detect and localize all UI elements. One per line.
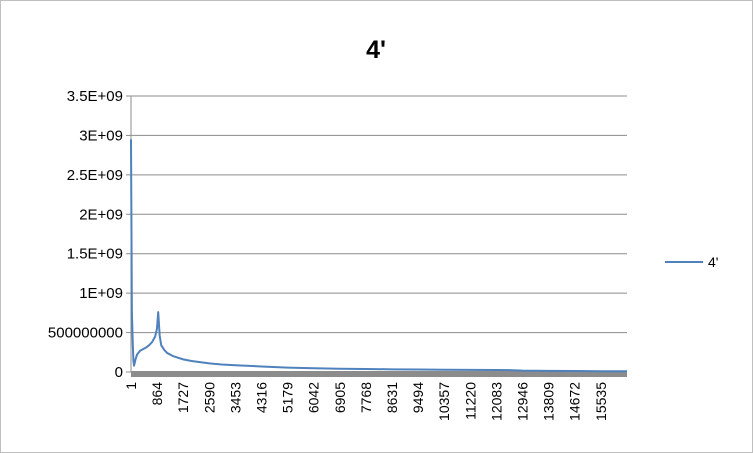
grid-lines [130, 95, 627, 372]
x-axis-line [131, 371, 627, 377]
x-tick-label: 864 [149, 382, 165, 406]
y-tick-label: 2.5E+09 [67, 167, 123, 184]
x-tick-label: 2590 [201, 382, 217, 413]
x-tick-label: 11220 [462, 382, 478, 420]
x-tick-label: 1 [123, 382, 139, 390]
chart-title: 4' [366, 36, 386, 64]
x-tick-label: 1727 [175, 382, 191, 413]
x-tick-label: 10357 [436, 382, 452, 421]
x-tick-label: 7768 [358, 382, 374, 413]
x-tick-label: 4316 [254, 382, 270, 413]
series-line [130, 139, 628, 373]
y-tick-label: 2E+09 [79, 206, 123, 223]
x-tick-label: 12083 [488, 382, 504, 421]
x-tick-label: 6042 [306, 382, 322, 413]
x-tick-label: 3453 [227, 382, 243, 413]
x-tick-label: 12946 [515, 382, 531, 421]
y-tick-label: 1.5E+09 [67, 246, 123, 263]
x-tick-label: 13809 [541, 382, 557, 421]
y-tick-label: 500000000 [48, 325, 123, 342]
series-lines [130, 139, 628, 373]
y-tick-label: 1E+09 [79, 285, 123, 302]
legend: 4' [665, 254, 718, 270]
x-tick-label: 14672 [567, 382, 583, 421]
y-tick-label: 0 [115, 364, 123, 381]
x-tick-label: 6905 [332, 382, 348, 413]
x-axis-ticks: 1 864 1727 2590 3453 4316 5179 6042 6905 7768 8631… [123, 382, 609, 421]
y-axis-ticks: 0 500000000 1E+09 1.5E+09 2E+09 2.5E+09 3E+09 3… [48, 88, 131, 381]
x-tick-label: 9494 [410, 382, 426, 413]
x-axis [131, 371, 627, 377]
y-tick-label: 3E+09 [79, 127, 123, 144]
legend-label: 4' [708, 254, 718, 270]
x-tick-label: 5179 [280, 382, 296, 413]
x-tick-label: 15535 [593, 382, 609, 421]
y-tick-label: 3.5E+09 [67, 88, 123, 105]
x-tick-label: 8631 [384, 382, 400, 413]
